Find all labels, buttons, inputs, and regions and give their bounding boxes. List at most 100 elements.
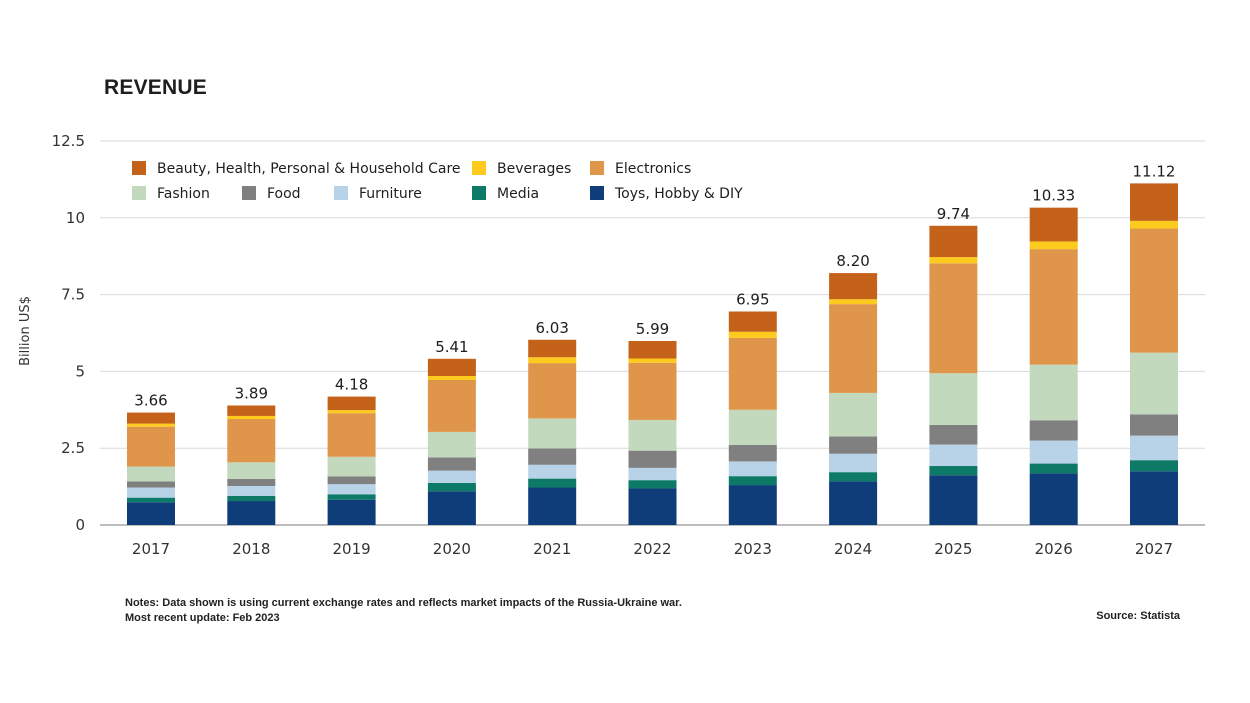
bar-segment <box>327 410 376 414</box>
bar-segment <box>427 431 476 458</box>
x-tick-labels: 2017 2018 2019 2020 2021 2022 2023 2024 2025 2026… <box>132 540 1173 558</box>
bar-segment <box>427 380 476 432</box>
bar-segment <box>1130 414 1178 436</box>
bar-segment <box>929 424 978 445</box>
bar-segment <box>127 426 175 467</box>
bar-segment <box>528 418 577 449</box>
bar-segment <box>327 499 376 525</box>
bar-segment <box>427 482 476 492</box>
legend-swatch <box>472 186 486 200</box>
total-label: 5.41 <box>435 338 468 356</box>
bar-segment <box>1130 228 1178 353</box>
bar-segment <box>227 419 276 463</box>
bar-segment <box>327 476 376 485</box>
bar-segment <box>829 299 878 305</box>
total-labels: 3.66 3.89 4.18 5.41 6.03 5.99 6.95 8.20 9.74 10.3… <box>134 162 1175 409</box>
legend-swatch <box>334 186 348 200</box>
bar-segment <box>427 376 476 381</box>
bar-segment <box>929 225 978 258</box>
total-label: 3.89 <box>235 384 268 402</box>
legend-label: Beverages <box>497 161 571 177</box>
x-tick-label: 2022 <box>633 540 671 558</box>
x-tick-label: 2020 <box>433 540 471 558</box>
bar-segment <box>628 467 677 481</box>
bar-segment <box>829 453 878 473</box>
legend-label: Toys, Hobby & DIY <box>614 186 743 202</box>
bar-segment <box>1029 249 1078 365</box>
x-tick-label: 2018 <box>232 540 270 558</box>
bar-segment <box>929 373 978 425</box>
bar-segment <box>127 487 175 498</box>
bar-segment <box>427 470 476 483</box>
total-label: 8.20 <box>836 252 869 270</box>
y-tick-label: 2.5 <box>61 439 85 457</box>
bar-segment <box>929 466 978 476</box>
bar-segment <box>1130 352 1178 415</box>
total-label: 3.66 <box>134 392 167 410</box>
bar-segment <box>227 478 276 486</box>
bar-segment <box>628 358 677 363</box>
total-label: 10.33 <box>1032 187 1075 205</box>
chart-source: Source: Statista <box>1096 610 1180 622</box>
bar-segment <box>528 478 577 488</box>
bar-segment <box>728 409 777 445</box>
bar-segment <box>728 485 777 525</box>
x-tick-label: 2024 <box>834 540 872 558</box>
bar-segment <box>728 461 777 477</box>
bar-segment <box>1130 435 1178 461</box>
total-label: 6.03 <box>535 319 568 337</box>
total-label: 9.74 <box>937 205 970 223</box>
legend-label: Food <box>267 186 301 202</box>
bar-segment <box>327 413 376 457</box>
bar-segment <box>127 502 175 525</box>
legend-swatch <box>590 161 604 175</box>
bar-segment <box>829 472 878 482</box>
bar-segment <box>728 311 777 332</box>
bar-segment <box>628 419 677 451</box>
total-label: 5.99 <box>636 320 669 338</box>
bar-segment <box>1029 364 1078 421</box>
bar-segment <box>829 436 878 454</box>
bar-segment <box>1029 463 1078 474</box>
chart-notes: Notes: Data shown is using current excha… <box>125 596 682 626</box>
bar-segment <box>227 485 276 496</box>
bar-segment <box>528 363 577 419</box>
bar-segment <box>528 464 577 479</box>
bar-segment <box>528 357 577 364</box>
x-tick-label: 2027 <box>1135 540 1173 558</box>
bar-segment <box>929 263 978 374</box>
bar-segment <box>1130 220 1178 229</box>
x-tick-label: 2023 <box>734 540 772 558</box>
bar-segment <box>829 392 878 437</box>
chart-title: REVENUE <box>104 76 207 99</box>
bar-segment <box>227 495 276 502</box>
bar-segment <box>1130 460 1178 472</box>
bar-segment <box>127 466 175 482</box>
bar-segment <box>427 491 476 525</box>
bar-segment <box>327 456 376 477</box>
total-label: 4.18 <box>335 376 368 394</box>
bar-segment <box>929 475 978 525</box>
legend-swatch <box>132 161 146 175</box>
legend-label: Furniture <box>359 186 422 202</box>
notes-line-2: Most recent update: Feb 2023 <box>125 612 280 624</box>
bar-segment <box>327 494 376 500</box>
bar-segment <box>728 331 777 338</box>
bar-segment <box>728 476 777 486</box>
bar-segment <box>227 415 276 420</box>
bar-segment <box>127 412 175 424</box>
bar-segment <box>628 488 677 525</box>
legend-label: Electronics <box>615 161 691 177</box>
legend-label: Beauty, Health, Personal & Household Car… <box>157 161 461 177</box>
x-tick-label: 2025 <box>934 540 972 558</box>
bar-segment <box>1029 420 1078 441</box>
bar-segment <box>427 457 476 471</box>
y-tick-label: 0 <box>75 516 85 534</box>
x-tick-label: 2019 <box>333 540 371 558</box>
bar-segment <box>829 304 878 393</box>
bar-segment <box>528 339 577 358</box>
bar-segment <box>327 396 376 411</box>
bar-segment <box>628 362 677 420</box>
bar-segment <box>628 480 677 489</box>
